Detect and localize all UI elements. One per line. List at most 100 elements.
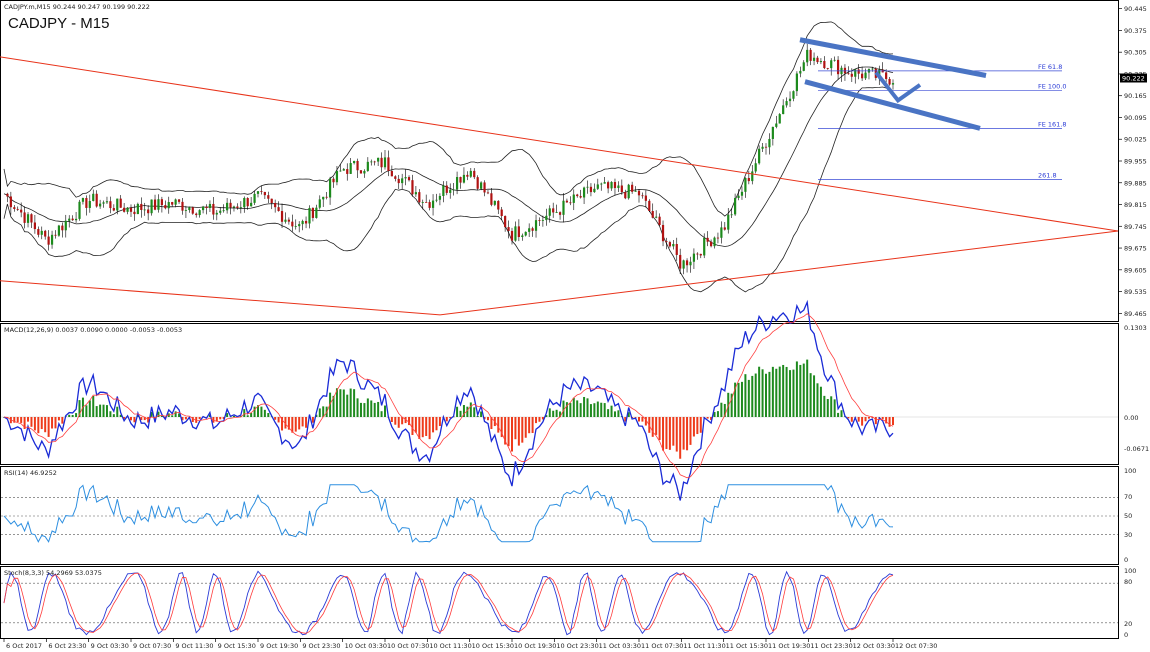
- candle-body: [404, 177, 407, 179]
- candle-body: [486, 192, 490, 194]
- macd-histogram-bar: [404, 417, 407, 424]
- candle-body: [785, 101, 788, 106]
- macd-histogram-bar: [143, 417, 146, 421]
- macd-axis-label: -0.0671: [1124, 445, 1149, 453]
- macd-histogram-bar: [85, 405, 88, 417]
- candle-body: [445, 185, 448, 193]
- macd-axis-label: 0.1303: [1124, 324, 1147, 332]
- candle-body: [222, 210, 225, 212]
- macd-histogram-bar: [184, 417, 187, 420]
- macd-histogram-bar: [232, 415, 235, 417]
- macd-histogram-bar: [40, 417, 43, 430]
- macd-histogram-bar: [874, 417, 877, 425]
- candle-body: [534, 220, 538, 231]
- candle-body: [857, 69, 860, 74]
- candle-body: [648, 200, 651, 212]
- price-axis-label: 89.745: [1124, 223, 1147, 231]
- candle-body: [64, 220, 67, 231]
- macd-histogram-bar: [572, 397, 575, 417]
- macd-histogram-bar: [349, 388, 352, 417]
- macd-histogram-bar: [716, 411, 719, 417]
- macd-histogram-bar: [892, 417, 894, 426]
- macd-histogram-bar: [686, 417, 689, 451]
- rsi-panel[interactable]: [0, 466, 1119, 565]
- stoch-axis-label: 20: [1124, 620, 1132, 628]
- candle-body: [589, 186, 593, 193]
- macd-histogram-bar: [696, 417, 699, 435]
- candle-body: [205, 206, 208, 208]
- candle-body: [610, 181, 613, 189]
- macd-histogram-bar: [250, 412, 253, 417]
- candle-body: [751, 171, 754, 182]
- macd-histogram-bar: [267, 413, 270, 417]
- macd-histogram-bar: [785, 366, 788, 417]
- candle-body: [16, 208, 19, 210]
- candle-body: [311, 207, 315, 218]
- candle-body: [493, 200, 496, 205]
- candle-body: [318, 199, 321, 208]
- macd-histogram-bar: [174, 411, 177, 417]
- macd-histogram-bar: [850, 417, 853, 422]
- macd-panel[interactable]: [0, 323, 1119, 465]
- macd-histogram-bar: [342, 389, 345, 417]
- macd-histogram-bar: [761, 369, 764, 417]
- candle-body: [524, 231, 527, 236]
- candle-body: [802, 62, 805, 71]
- macd-histogram-bar: [771, 366, 774, 417]
- macd-histogram-bar: [679, 417, 682, 459]
- candle-body: [153, 199, 157, 210]
- macd-histogram-bar: [449, 417, 452, 419]
- candle-body: [239, 207, 242, 208]
- macd-histogram-bar: [734, 382, 737, 417]
- candle-body: [833, 59, 836, 61]
- fib-level-label: 261.8: [1038, 172, 1057, 180]
- macd-histogram-bar: [490, 417, 493, 430]
- down-arrow-icon: [874, 71, 922, 104]
- macd-histogram-bar: [380, 411, 383, 417]
- macd-histogram-bar: [119, 414, 122, 417]
- candle-body: [620, 185, 623, 193]
- candle-body: [806, 49, 809, 63]
- time-axis-label: 11 Oct 23:30: [810, 642, 852, 650]
- macd-histogram-bar: [71, 414, 74, 417]
- price-axis-label: 90.375: [1124, 27, 1147, 35]
- macd-histogram-bar: [586, 398, 589, 417]
- macd-histogram-bar: [713, 412, 716, 417]
- candle-body: [740, 191, 744, 196]
- candle-body: [47, 236, 50, 245]
- macd-histogram-bar: [335, 388, 338, 417]
- candle-body: [85, 198, 88, 208]
- candle-body: [754, 163, 757, 172]
- candle-body: [861, 73, 864, 79]
- macd-histogram-bar: [497, 417, 500, 433]
- candle-body: [497, 200, 500, 210]
- macd-histogram-bar: [775, 368, 778, 417]
- candle-body: [414, 192, 417, 195]
- candle-body: [706, 237, 709, 242]
- macd-histogram-bar: [600, 402, 603, 417]
- bollinger-upper: [3, 21, 894, 217]
- candle-body: [116, 198, 119, 211]
- stoch-panel[interactable]: [0, 566, 1119, 639]
- macd-histogram-bar: [864, 417, 867, 422]
- rsi-axis-label: 50: [1124, 512, 1132, 520]
- candle-body: [253, 193, 256, 203]
- macd-histogram-bar: [208, 414, 211, 417]
- candle-body: [823, 60, 826, 69]
- macd-histogram-bar: [356, 398, 359, 417]
- candle-body: [92, 193, 95, 201]
- macd-histogram-bar: [30, 417, 33, 427]
- stoch-header: Stoch(8,3,3) 54.2969 53.0375: [4, 569, 102, 577]
- candle-body: [390, 170, 393, 177]
- macd-chart: [1, 299, 1118, 501]
- candle-body: [133, 211, 136, 215]
- candle-body: [452, 189, 455, 191]
- main-price-panel[interactable]: [0, 0, 1119, 322]
- macd-histogram-bar: [298, 417, 301, 430]
- stoch-chart: [1, 570, 1118, 636]
- macd-histogram-bar: [222, 417, 225, 420]
- candle-body: [335, 170, 339, 183]
- time-axis-label: 9 Oct 03:30: [91, 642, 129, 650]
- candle-body: [61, 225, 64, 231]
